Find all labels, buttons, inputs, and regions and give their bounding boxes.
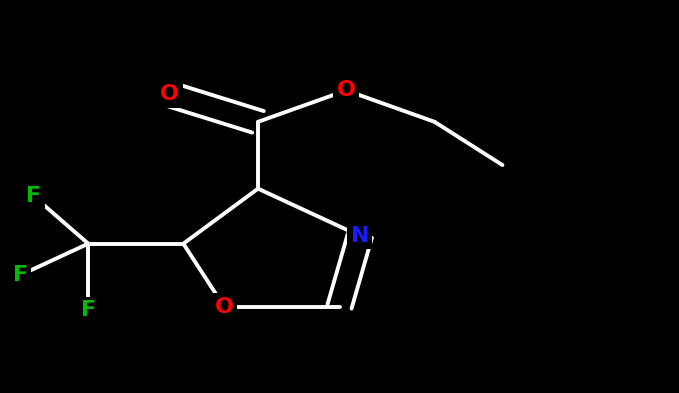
Text: F: F — [81, 301, 96, 320]
Text: F: F — [26, 187, 41, 206]
Text: O: O — [160, 84, 179, 104]
Text: F: F — [13, 265, 28, 285]
Text: N: N — [350, 226, 369, 246]
Text: O: O — [215, 297, 234, 316]
Text: O: O — [337, 81, 356, 100]
